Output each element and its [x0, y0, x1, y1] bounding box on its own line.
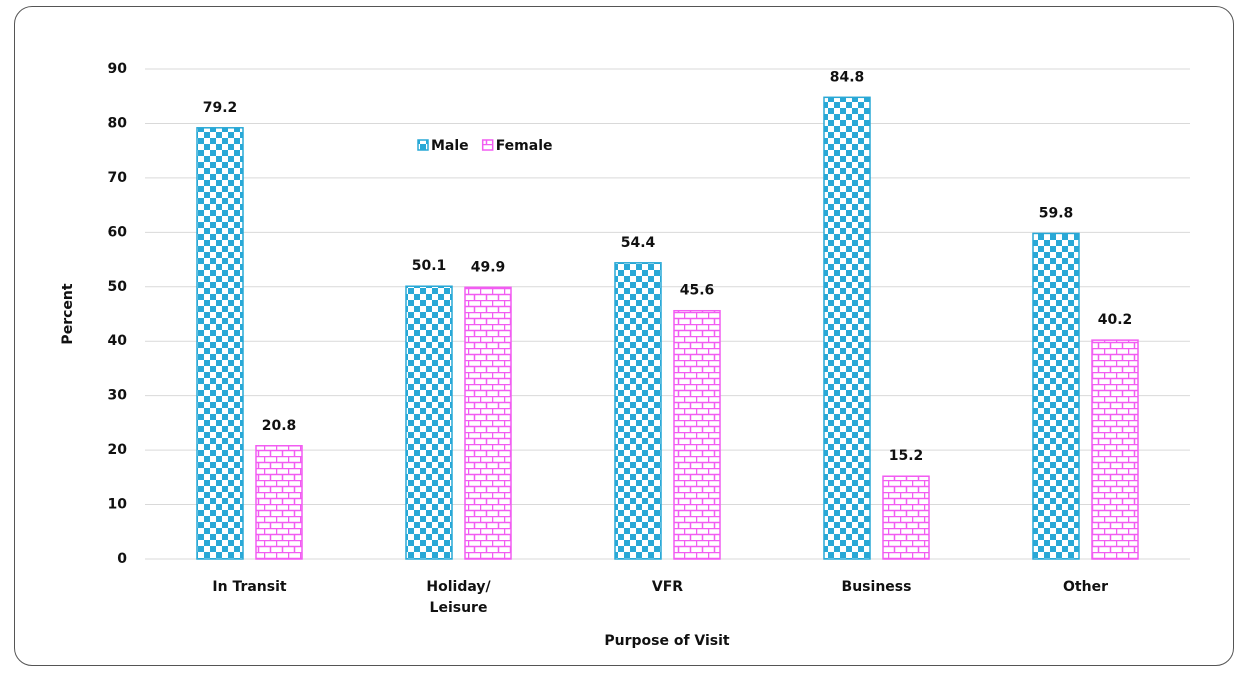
x-tick-label: Other — [1063, 579, 1108, 595]
bar — [882, 475, 930, 560]
x-axis-title: Purpose of Visit — [604, 633, 730, 649]
bar — [673, 309, 721, 560]
bar — [196, 127, 244, 560]
value-label: 15.2 — [889, 448, 924, 464]
y-tick-label: 10 — [108, 497, 128, 513]
value-label: 59.8 — [1039, 205, 1074, 221]
bar — [1032, 232, 1080, 560]
x-tick-label: Business — [841, 579, 912, 595]
value-label: 20.8 — [262, 418, 297, 434]
value-label: 45.6 — [680, 283, 715, 299]
value-label: 84.8 — [830, 69, 865, 85]
y-tick-label: 50 — [108, 279, 128, 295]
value-label: 54.4 — [621, 235, 656, 251]
y-tick-label: 0 — [117, 551, 127, 567]
y-tick-label: 30 — [108, 388, 128, 404]
x-tick-label: In Transit — [212, 579, 287, 595]
y-axis-title: Percent — [60, 283, 76, 344]
y-tick-label: 90 — [108, 61, 128, 77]
legend-swatch — [417, 139, 429, 151]
bar — [823, 96, 871, 560]
y-tick-label: 40 — [108, 333, 128, 349]
legend-label: Male — [431, 138, 469, 154]
value-label: 40.2 — [1098, 312, 1133, 328]
y-tick-label: 70 — [108, 170, 128, 186]
bar — [1091, 339, 1139, 560]
value-label: 49.9 — [471, 259, 506, 275]
legend-swatch — [481, 139, 494, 151]
legend-label: Female — [496, 138, 553, 154]
value-label: 50.1 — [412, 258, 447, 274]
y-tick-label: 20 — [108, 442, 128, 458]
value-label: 79.2 — [203, 100, 238, 116]
bar — [405, 285, 453, 560]
bar — [464, 286, 512, 560]
x-tick-label: Holiday/ Leisure — [426, 579, 491, 616]
x-tick-label: VFR — [651, 579, 684, 595]
bar — [255, 445, 303, 560]
y-tick-label: 80 — [108, 115, 128, 131]
y-tick-label: 60 — [108, 224, 128, 240]
frame — [14, 6, 1234, 666]
bar — [614, 262, 662, 560]
